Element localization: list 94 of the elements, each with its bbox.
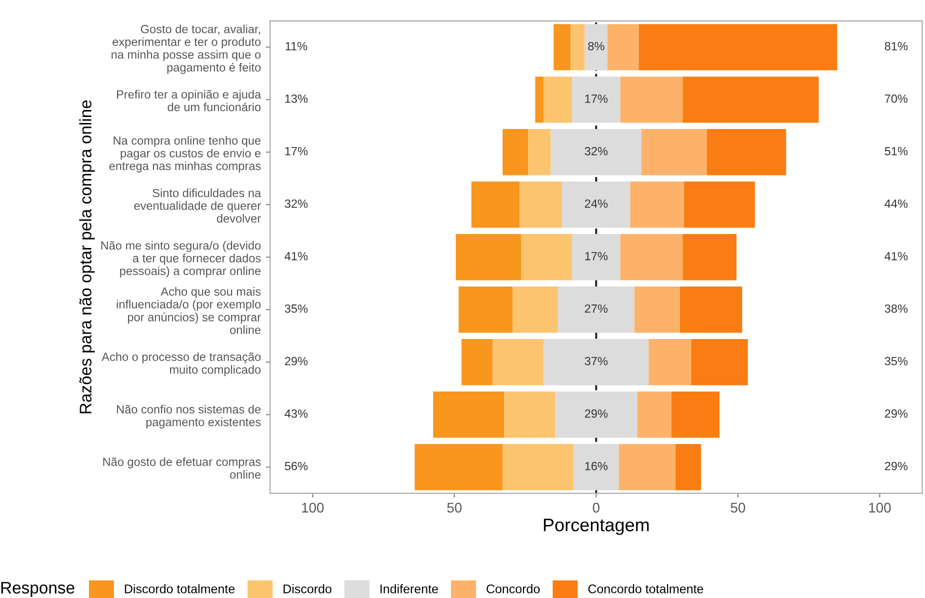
bar — [573, 444, 619, 490]
bar — [634, 286, 680, 333]
bar — [620, 234, 683, 280]
annotation: 38% — [884, 304, 908, 313]
bar — [706, 129, 786, 176]
y-axis-title: Razões para não optar pela compra online — [79, 100, 95, 414]
annotation: 13% — [285, 94, 308, 103]
annotation: 17% — [285, 147, 308, 156]
bar — [680, 286, 742, 333]
data-label: 24% — [584, 199, 608, 208]
bar — [504, 392, 556, 438]
x-tick-label: 50 — [447, 502, 462, 513]
bar — [682, 76, 819, 123]
y-tick-label: Na compra online tenho que pagar os custos de envio e entrega nas minhas compras — [109, 136, 261, 172]
bar — [572, 234, 620, 280]
bar — [512, 286, 558, 333]
bar — [544, 339, 649, 386]
bar — [572, 76, 620, 123]
annotation: 29% — [284, 356, 308, 366]
bar — [458, 286, 513, 333]
y-tick-label: Não gosto de efetuar compras online — [103, 457, 261, 479]
data-label: 17% — [585, 252, 608, 260]
y-tick-label: Gosto de tocar, avaliar, experimentar e ter o produto na minha posse assim que o pagamento é feito — [112, 24, 261, 74]
bar — [502, 129, 528, 176]
bar — [620, 76, 683, 123]
bar — [684, 182, 755, 228]
bar — [637, 392, 672, 438]
annotation: 56% — [284, 462, 308, 470]
annotation: 43% — [284, 409, 308, 418]
y-tick-label: Não confio nos sistemas de pagamento existentes — [117, 404, 261, 429]
bar — [618, 444, 676, 490]
bar — [554, 24, 571, 70]
annotation: 35% — [884, 356, 908, 366]
bar — [558, 286, 634, 333]
bar — [433, 392, 504, 438]
bar — [535, 76, 544, 123]
y-tick-label: Prefiro ter a opinião e ajuda de um funcionário — [117, 90, 262, 112]
annotation: 29% — [884, 409, 908, 418]
data-label: 17% — [585, 94, 608, 103]
y-tick-label: Não me sinto segura/o (devido a ter que fornecer dados pessoais) a comprar online — [101, 241, 261, 278]
x-tick-label: 50 — [730, 502, 746, 513]
x-tick-label: 100 — [869, 502, 891, 513]
legend-title: Response — [1, 582, 74, 597]
bar — [471, 182, 520, 228]
bar — [555, 392, 638, 438]
data-label: 29% — [584, 409, 608, 418]
legend-label: Discordo — [284, 584, 332, 594]
annotation: 11% — [286, 42, 308, 50]
bar — [550, 129, 642, 176]
bar — [676, 444, 702, 490]
data-label: 27% — [584, 304, 608, 313]
x-axis-title: Porcentagem — [544, 518, 649, 535]
legend-label: Discordo totalmente — [124, 584, 235, 594]
x-tick-label: 0 — [592, 502, 600, 513]
y-tick-label: Sinto dificuldades na eventualidade de querer devolver — [134, 188, 262, 223]
annotation: 41% — [884, 252, 908, 260]
bar — [642, 129, 707, 176]
data-label: 16% — [585, 462, 608, 470]
annotation: 29% — [884, 462, 908, 470]
bar — [414, 444, 503, 490]
bar — [521, 234, 572, 280]
data-label: 8% — [588, 42, 604, 50]
bar — [520, 182, 562, 228]
annotation: 35% — [284, 304, 308, 313]
bar — [502, 444, 574, 490]
bar — [682, 234, 737, 280]
bar — [562, 182, 630, 228]
bar — [528, 129, 551, 176]
bar — [648, 339, 692, 386]
annotation: 41% — [284, 252, 308, 260]
y-tick-label: Acho que sou mais influenciada/o (por exemplo por anúncios) se comprar online — [116, 287, 261, 334]
bar — [570, 24, 585, 70]
bar — [671, 392, 720, 438]
bar — [456, 234, 522, 280]
y-tick-label: Acho o processo de transação muito complicado — [102, 352, 261, 376]
annotation: 81% — [884, 42, 908, 50]
annotation: 32% — [284, 199, 308, 208]
bar — [584, 24, 608, 70]
data-label: 32% — [584, 146, 608, 156]
bar — [492, 339, 544, 386]
annotation: 70% — [884, 94, 908, 103]
legend-label: Concordo totalmente — [588, 584, 704, 594]
bar — [638, 24, 838, 70]
x-tick-label: 100 — [302, 502, 324, 513]
annotation: 51% — [884, 147, 908, 156]
bar — [544, 76, 572, 123]
bar — [691, 339, 748, 386]
bar — [630, 182, 684, 228]
legend-label: Concordo — [486, 584, 540, 594]
data-label: 37% — [584, 356, 608, 366]
bar — [608, 24, 639, 70]
legend-label: Indiferente — [380, 584, 438, 594]
bar — [461, 339, 493, 386]
annotation: 44% — [884, 200, 908, 208]
